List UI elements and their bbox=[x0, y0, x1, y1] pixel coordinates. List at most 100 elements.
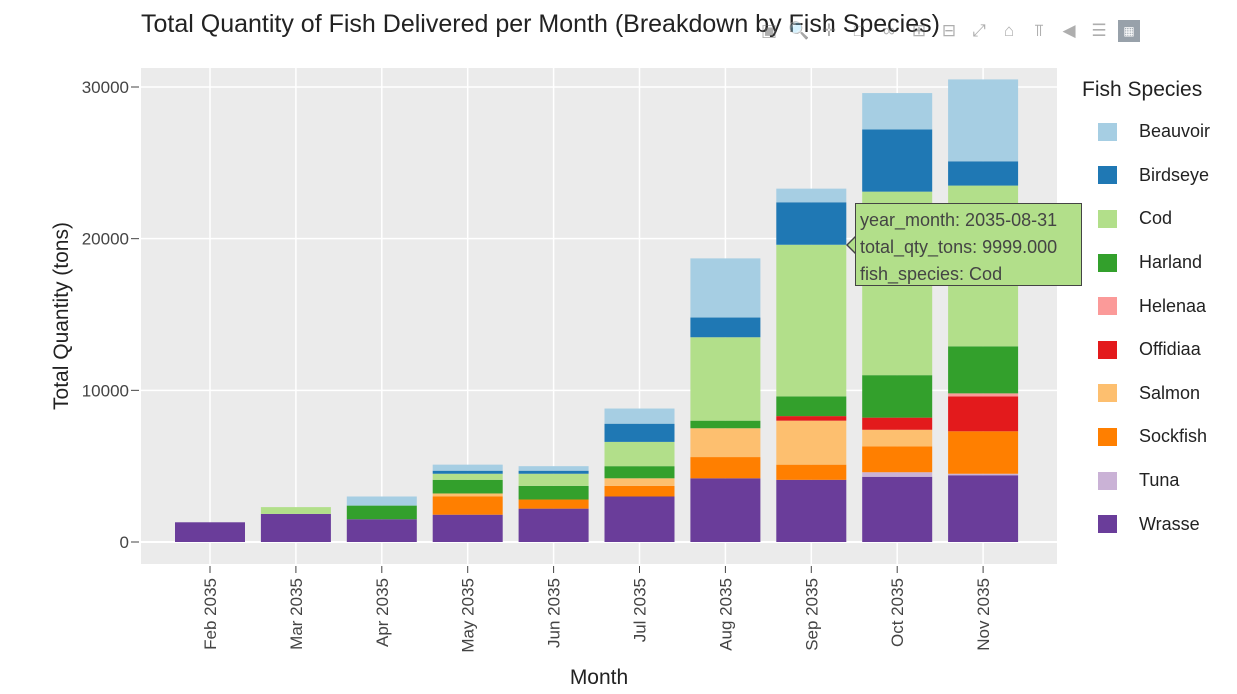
legend-item-tuna[interactable]: Tuna bbox=[1098, 459, 1210, 503]
bar-segment-tuna[interactable] bbox=[862, 472, 933, 477]
bar-segment-wrasse[interactable] bbox=[518, 508, 589, 542]
bar-segment-harland[interactable] bbox=[518, 485, 589, 500]
legend-item-helenaa[interactable]: Helenaa bbox=[1098, 284, 1210, 328]
bar-segment-wrasse[interactable] bbox=[346, 519, 417, 542]
bar-segment-harland[interactable] bbox=[776, 396, 847, 417]
bar-segment-tuna[interactable] bbox=[948, 473, 1019, 476]
bar-segment-salmon[interactable] bbox=[604, 478, 675, 486]
x-tick-label: Mar 2035 bbox=[287, 578, 306, 650]
hover-compare-icon[interactable]: ☰ bbox=[1091, 21, 1107, 40]
bar-segment-salmon[interactable] bbox=[432, 493, 503, 497]
bar-segment-sockfish[interactable] bbox=[518, 499, 589, 509]
bar-segment-wrasse[interactable] bbox=[862, 476, 933, 542]
bar-segment-birdseye[interactable] bbox=[776, 202, 847, 245]
reset-icon[interactable]: ⌂ bbox=[1003, 21, 1015, 40]
hover-closest-icon[interactable]: ◀ bbox=[1062, 21, 1076, 40]
lasso-icon[interactable]: ∞ bbox=[882, 21, 896, 40]
bar-segment-wrasse[interactable] bbox=[948, 475, 1019, 542]
bar-segment-beauvoir[interactable] bbox=[346, 496, 417, 506]
bar-segment-wrasse[interactable] bbox=[604, 496, 675, 543]
x-tick-label: Apr 2035 bbox=[373, 578, 392, 647]
bar-segment-cod[interactable] bbox=[518, 473, 589, 486]
bar-segment-birdseye[interactable] bbox=[690, 317, 761, 338]
bar-segment-salmon[interactable] bbox=[776, 420, 847, 465]
legend-swatch bbox=[1098, 427, 1117, 446]
bar-segment-offidiaa[interactable] bbox=[776, 416, 847, 421]
tooltip-line-species: fish_species: Cod bbox=[860, 264, 1003, 284]
legend-label: Helenaa bbox=[1139, 295, 1207, 316]
bar-segment-cod[interactable] bbox=[604, 441, 675, 467]
bar-segment-birdseye[interactable] bbox=[604, 423, 675, 442]
y-axis-label: Total Quantity (tons) bbox=[50, 222, 73, 410]
bar-segment-wrasse[interactable] bbox=[776, 479, 847, 542]
x-tick-label: May 2035 bbox=[459, 578, 478, 653]
modebar: ▣ 🔍 ✛ □ ∞ ⊞ ⊟ ⤢ ⌂ ⫪ ◀ ☰ ▦ bbox=[758, 16, 1140, 46]
bar-segment-salmon[interactable] bbox=[862, 429, 933, 447]
autoscale-icon[interactable]: ⤢ bbox=[972, 21, 986, 40]
bar-segment-offidiaa[interactable] bbox=[862, 417, 933, 430]
bar-segment-wrasse[interactable] bbox=[432, 514, 503, 542]
bar-segment-sockfish[interactable] bbox=[604, 485, 675, 497]
chart-title: Total Quantity of Fish Delivered per Mon… bbox=[141, 10, 940, 38]
legend-label: Birdseye bbox=[1139, 164, 1210, 185]
bar-segment-beauvoir[interactable] bbox=[948, 79, 1019, 162]
bar-segment-sockfish[interactable] bbox=[862, 446, 933, 473]
bar-segment-cod[interactable] bbox=[432, 473, 503, 480]
plotly-logo-icon[interactable]: ▦ bbox=[1118, 20, 1140, 42]
bar-segment-harland[interactable] bbox=[690, 420, 761, 429]
bar-segment-birdseye[interactable] bbox=[862, 129, 933, 192]
legend-swatch bbox=[1098, 297, 1117, 316]
bar-segment-cod[interactable] bbox=[776, 244, 847, 397]
bar-segment-harland[interactable] bbox=[604, 466, 675, 479]
bar-segment-wrasse[interactable] bbox=[690, 478, 761, 542]
bar-segment-sockfish[interactable] bbox=[948, 431, 1019, 474]
bar-segment-beauvoir[interactable] bbox=[690, 258, 761, 318]
bar-segment-cod[interactable] bbox=[260, 507, 331, 514]
bar-segment-beauvoir[interactable] bbox=[776, 188, 847, 203]
bar-segment-helenaa[interactable] bbox=[948, 393, 1019, 397]
zoom-out-icon[interactable]: ⊟ bbox=[941, 21, 957, 40]
zoom-icon[interactable]: 🔍 bbox=[788, 21, 810, 40]
legend-swatch bbox=[1098, 515, 1117, 534]
bar-segment-harland[interactable] bbox=[432, 479, 503, 494]
bar-segment-beauvoir[interactable] bbox=[518, 466, 589, 471]
legend-item-birdseye[interactable]: Birdseye bbox=[1098, 154, 1210, 198]
y-tick-label: 30000 bbox=[82, 78, 129, 97]
bar-segment-beauvoir[interactable] bbox=[862, 93, 933, 130]
bar-segment-sockfish[interactable] bbox=[432, 496, 503, 515]
x-tick-label: Oct 2035 bbox=[888, 578, 907, 647]
camera-icon[interactable]: ▣ bbox=[760, 21, 778, 40]
bar-segment-wrasse[interactable] bbox=[260, 513, 331, 542]
legend-label: Sockfish bbox=[1139, 426, 1208, 447]
bar-segment-birdseye[interactable] bbox=[432, 470, 503, 474]
legend-item-salmon[interactable]: Salmon bbox=[1098, 372, 1210, 416]
bar-segment-beauvoir[interactable] bbox=[432, 464, 503, 471]
spike-icon[interactable]: ⫪ bbox=[1034, 21, 1044, 40]
bar-segment-sockfish[interactable] bbox=[690, 457, 761, 479]
legend-item-offidiaa[interactable]: Offidiaa bbox=[1098, 328, 1210, 372]
bar-segment-sockfish[interactable] bbox=[776, 464, 847, 480]
bar-segment-birdseye[interactable] bbox=[518, 470, 589, 474]
bar-segment-cod[interactable] bbox=[690, 337, 761, 421]
legend-item-wrasse[interactable]: Wrasse bbox=[1098, 502, 1210, 546]
legend-item-harland[interactable]: Harland bbox=[1098, 241, 1210, 285]
bar-segment-harland[interactable] bbox=[346, 505, 417, 520]
bar-segment-wrasse[interactable] bbox=[175, 522, 245, 542]
bar-segment-birdseye[interactable] bbox=[948, 161, 1019, 186]
bar-segment-offidiaa[interactable] bbox=[948, 396, 1019, 432]
select-icon[interactable]: □ bbox=[853, 21, 865, 40]
bar-segment-beauvoir[interactable] bbox=[604, 408, 675, 424]
legend-label: Beauvoir bbox=[1139, 121, 1211, 142]
tooltip-line-month: year_month: 2035-08-31 bbox=[860, 210, 1058, 230]
bar-segment-harland[interactable] bbox=[862, 375, 933, 418]
legend-item-cod[interactable]: Cod bbox=[1098, 197, 1210, 241]
legend-item-sockfish[interactable]: Sockfish bbox=[1098, 415, 1210, 459]
legend-swatch bbox=[1098, 209, 1117, 228]
legend-item-beauvoir[interactable]: Beauvoir bbox=[1098, 110, 1210, 154]
bar-segment-harland[interactable] bbox=[948, 346, 1019, 394]
bar-segment-salmon[interactable] bbox=[690, 428, 761, 458]
legend-swatch bbox=[1098, 253, 1117, 272]
zoom-in-icon[interactable]: ⊞ bbox=[911, 21, 927, 40]
pan-icon[interactable]: ✛ bbox=[821, 21, 837, 40]
